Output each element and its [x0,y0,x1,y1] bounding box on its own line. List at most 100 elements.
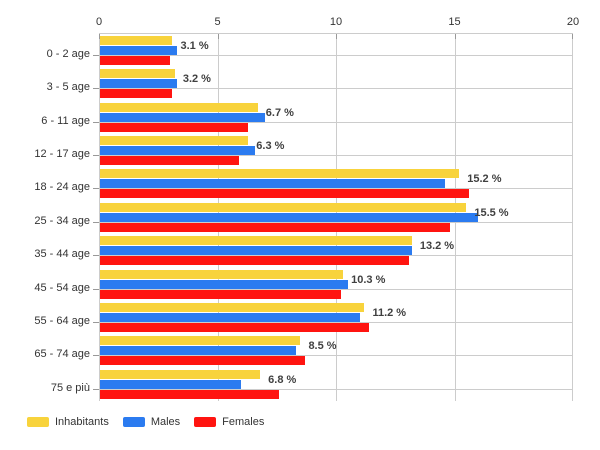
inhabitants-bar [100,336,301,346]
females-bar [100,322,370,332]
males-bar [100,146,256,156]
x-tick-label: 10 [329,16,343,28]
inhabitants-bar [100,369,261,379]
category-gridline [99,188,573,190]
category-label: 6 - 11 age [41,114,90,127]
females-bar [100,256,410,266]
females-bar [100,56,171,65]
chart-row: 25 - 34 age 15.5 % [34,201,573,234]
category-label: 25 - 34 age [34,214,90,227]
bar-value-label: 6.8 % [268,373,297,386]
males-bar [100,179,446,189]
females-bar [100,189,469,199]
legend: Inhabitants Males Females [27,416,264,428]
category-label: 0 - 2 age [46,48,90,60]
category-tick [93,121,99,123]
x-axis-tick [454,34,456,39]
females-bar [100,222,450,232]
category-label: 45 - 54 age [34,281,90,294]
category-tick [93,155,99,157]
males-bar [100,346,296,356]
inhabitants-bar [100,169,460,179]
x-axis-tick [99,34,100,39]
males-bar [100,312,360,322]
females-bar [100,289,341,299]
category-gridline [99,121,573,123]
inhabitants-bar [100,202,467,212]
legend-swatch-inhabitants [27,417,49,427]
x-axis-tick [217,34,219,39]
bar-value-label: 11.2 % [372,306,407,319]
inhabitants-bar [100,136,249,146]
males-bar [100,46,178,55]
category-label: 75 e più [50,381,90,394]
bar-value-label: 6.3 % [256,140,285,153]
chart-row: 0 - 2 age 3.1 % [47,34,573,67]
category-label: 12 - 17 age [34,148,90,161]
x-axis-tick [336,34,337,39]
chart-row: 12 - 17 age 6.3 % [34,134,573,167]
males-bar [100,212,479,222]
males-bar [100,279,348,289]
x-tick-label: 20 [566,16,580,28]
legend-item-inhabitants: Inhabitants [27,416,109,428]
males-bar [100,112,265,122]
category-label: 55 - 64 age [34,314,90,327]
category-gridline [99,255,573,257]
category-gridline [99,355,573,357]
category-gridline [99,55,573,56]
chart-row: 18 - 24 age 15.2 % [34,167,573,200]
males-bar [100,246,412,256]
category-label: 18 - 24 age [34,181,90,194]
category-tick [93,321,99,323]
category-gridline [99,221,573,223]
bar-value-label: 15.2 % [467,173,502,186]
x-axis-labels: 0 5 10 15 20 [95,15,579,29]
inhabitants-bar [100,302,365,312]
x-tick-label: 15 [448,16,461,28]
category-tick [93,55,99,56]
females-bar [100,89,173,99]
females-bar [100,156,239,166]
females-bar [100,122,249,132]
chart-row: 6 - 11 age 6.7 % [41,101,573,134]
bar-value-label: 6.7 % [265,106,294,119]
bar-value-label: 8.5 % [308,340,337,353]
chart-row: 75 e più 6.8 % [51,368,573,401]
chart-row: 65 - 74 age 8.5 % [34,334,573,367]
inhabitants-bar [100,69,175,79]
females-bar [100,389,280,399]
chart-row: 55 - 64 age 11.2 % [34,301,573,334]
males-bar [100,379,242,389]
x-gridline [99,34,100,401]
category-label: 3 - 5 age [46,81,90,94]
bar-value-label: 13.2 % [419,240,455,253]
category-tick [93,355,99,357]
inhabitants-bar [100,269,344,279]
x-tick-label: 0 [95,16,103,28]
chart-row: 45 - 54 age 10.3 % [34,268,573,301]
bar-value-label: 3.2 % [182,73,211,86]
category-tick [93,255,99,257]
chart-row: 3 - 5 age 3.2 % [47,67,573,100]
category-tick [93,288,99,290]
inhabitants-bar [100,36,173,45]
category-label: 65 - 74 age [34,348,90,361]
plot-area: 0 - 2 age 3.1 % 3 - 5 age 3.2 % 6 - 11 age 6.… [34,33,573,401]
category-gridline [99,321,573,323]
x-axis-tick [572,34,573,39]
bar-value-label: 10.3 % [351,273,386,286]
category-tick [93,88,99,90]
x-gridline [572,34,573,401]
bar-value-label: 15.5 % [474,206,509,219]
category-gridline [99,288,573,290]
inhabitants-bar [100,236,412,246]
category-gridline [99,88,573,90]
category-label: 35 - 44 age [34,248,90,261]
legend-swatch-males [122,417,145,427]
legend-label: Males [150,416,181,428]
category-gridline [99,155,573,157]
legend-swatch-females [194,417,217,427]
inhabitants-bar [100,102,258,112]
